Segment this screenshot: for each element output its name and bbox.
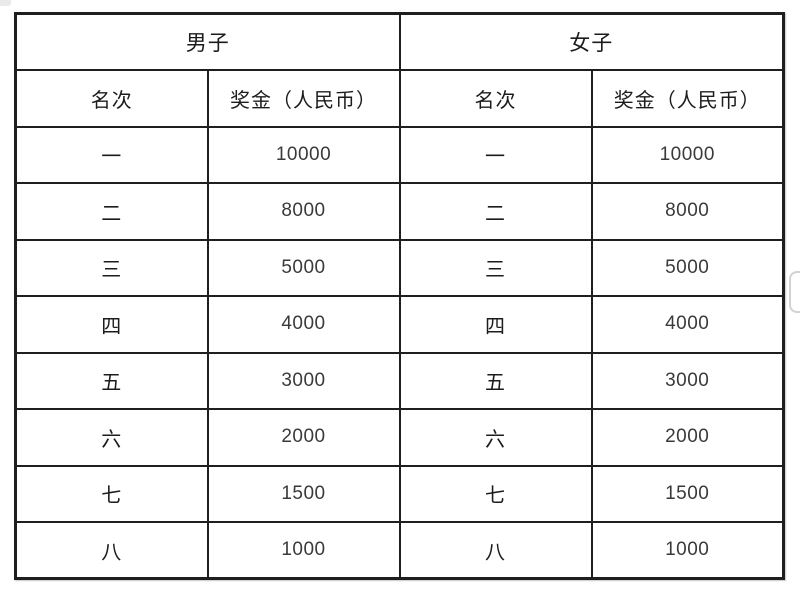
table-row: 一 10000 一 10000 [14, 125, 785, 184]
prize-cell-women: 1000 [590, 521, 785, 580]
right-edge-button[interactable] [789, 271, 800, 313]
table-row: 六 2000 六 2000 [14, 408, 785, 467]
table-row: 二 8000 二 8000 [14, 182, 785, 241]
col-header-prize-men: 奖金（人民币） [206, 69, 401, 128]
rank-cell-men: 二 [14, 182, 209, 241]
group-header-row: 男子 女子 [14, 12, 785, 71]
rank-cell-women: 八 [398, 521, 593, 580]
table-row: 八 1000 八 1000 [14, 521, 785, 580]
col-header-prize-women: 奖金（人民币） [590, 69, 785, 128]
prize-cell-women: 8000 [590, 182, 785, 241]
group-header-men: 男子 [14, 12, 401, 71]
group-header-women: 女子 [398, 12, 785, 71]
rank-cell-women: 三 [398, 238, 593, 297]
rank-cell-men: 一 [14, 125, 209, 184]
table-row: 四 4000 四 4000 [14, 295, 785, 354]
prize-cell-men: 8000 [206, 182, 401, 241]
prize-cell-women: 1500 [590, 464, 785, 523]
prize-cell-men: 1000 [206, 521, 401, 580]
rank-cell-women: 七 [398, 464, 593, 523]
rank-cell-men: 八 [14, 521, 209, 580]
rank-cell-men: 五 [14, 351, 209, 410]
col-header-rank-women: 名次 [398, 69, 593, 128]
col-header-rank-men: 名次 [14, 69, 209, 128]
prize-cell-women: 3000 [590, 351, 785, 410]
prize-cell-men: 3000 [206, 351, 401, 410]
rank-cell-women: 六 [398, 408, 593, 467]
prize-cell-women: 10000 [590, 125, 785, 184]
prize-cell-men: 1500 [206, 464, 401, 523]
prize-table: 男子 女子 名次 奖金（人民币） 名次 奖金（人民币） 一 10000 一 10… [14, 12, 785, 580]
rank-cell-men: 三 [14, 238, 209, 297]
table-row: 七 1500 七 1500 [14, 464, 785, 523]
rank-cell-men: 六 [14, 408, 209, 467]
rank-cell-men: 四 [14, 295, 209, 354]
prize-cell-men: 4000 [206, 295, 401, 354]
top-left-ui-fragment [0, 0, 11, 6]
prize-cell-women: 2000 [590, 408, 785, 467]
rank-cell-women: 二 [398, 182, 593, 241]
rank-cell-women: 五 [398, 351, 593, 410]
prize-cell-men: 10000 [206, 125, 401, 184]
prize-cell-men: 2000 [206, 408, 401, 467]
table-row: 三 5000 三 5000 [14, 238, 785, 297]
rank-cell-women: 一 [398, 125, 593, 184]
prize-cell-men: 5000 [206, 238, 401, 297]
rank-cell-men: 七 [14, 464, 209, 523]
prize-cell-women: 5000 [590, 238, 785, 297]
prize-cell-women: 4000 [590, 295, 785, 354]
column-header-row: 名次 奖金（人民币） 名次 奖金（人民币） [14, 69, 785, 128]
rank-cell-women: 四 [398, 295, 593, 354]
table-row: 五 3000 五 3000 [14, 351, 785, 410]
